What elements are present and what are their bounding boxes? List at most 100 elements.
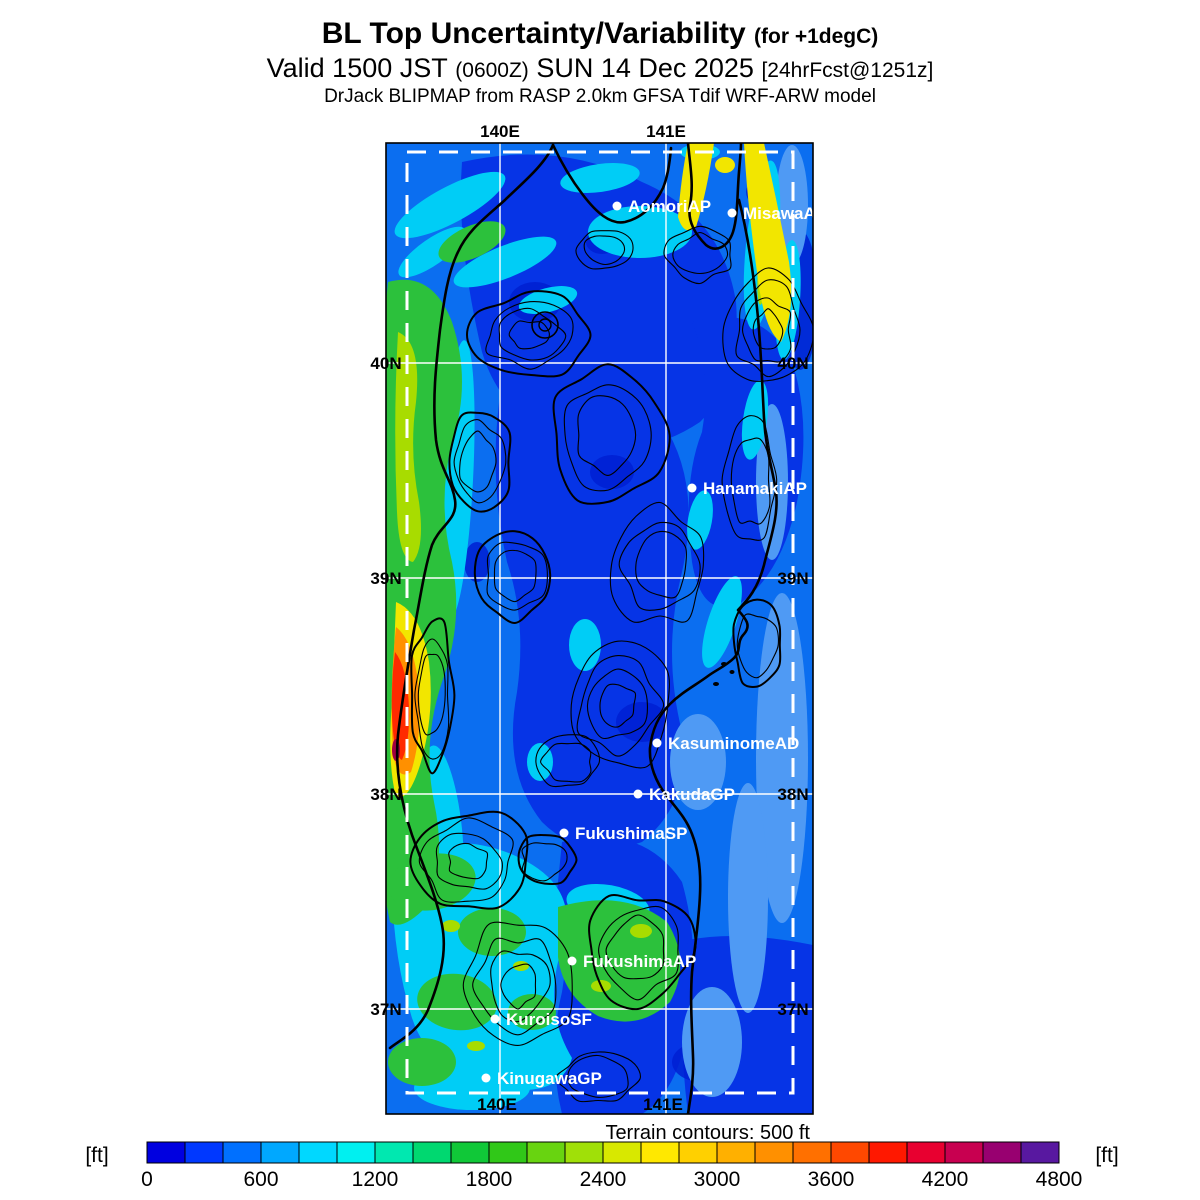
- colorbar-segment: [222, 1141, 262, 1164]
- contour-ring: [618, 521, 701, 611]
- colorbar-segment: [450, 1141, 490, 1164]
- contour-ring: [735, 279, 801, 378]
- contour-ring: [535, 734, 601, 788]
- station-KuroisoSF: KuroisoSF: [490, 1010, 592, 1029]
- contour-ring: [588, 894, 697, 1011]
- station-MisawaAD: MisawaAD: [727, 204, 828, 223]
- contour-ring: [605, 914, 665, 980]
- colorbar-tick-3000: 3000: [694, 1168, 741, 1191]
- contour-ring: [409, 810, 529, 910]
- colorbar-segment: [944, 1141, 984, 1164]
- lon-label-bottom-141E: 141E: [643, 1095, 683, 1114]
- contour-ring: [521, 842, 568, 882]
- lat-label-right-40N: 40N: [777, 354, 808, 373]
- station-dot: [633, 789, 643, 799]
- contour-ring: [552, 363, 671, 505]
- contour-ring: [567, 1054, 629, 1098]
- contour-ring: [473, 530, 552, 624]
- contour-ring: [498, 307, 567, 361]
- colorbar-segment: [716, 1141, 756, 1164]
- contour-ring: [730, 437, 771, 525]
- station-FukushimaSP: FukushimaSP: [559, 824, 687, 843]
- station-dot: [559, 828, 569, 838]
- contour-ring: [663, 225, 732, 285]
- colorbar-segment: [146, 1141, 186, 1164]
- valid-fcst: [24hrFcst@1251z]: [761, 59, 934, 82]
- colorbar-unit-left: [ft]: [85, 1144, 108, 1167]
- colorbar-segment: [526, 1141, 566, 1164]
- station-KasuminomeAD: KasuminomeAD: [652, 734, 799, 753]
- contour-ring: [741, 297, 792, 363]
- terrain-contours-note: Terrain contours: 500 ft: [605, 1122, 810, 1144]
- station-markers: AomoriAP MisawaAD HanamakiAP KasuminomeAD Ka…: [481, 197, 828, 1088]
- lat-label-right-39N: 39N: [777, 569, 808, 588]
- colorbar-segment: [678, 1141, 718, 1164]
- contour-ring: [448, 411, 512, 513]
- station-dot: [687, 483, 697, 493]
- colorbar-segment: [488, 1141, 528, 1164]
- colorbar-segment: [336, 1141, 376, 1164]
- contour-ring: [448, 842, 489, 880]
- colorbar-tick-2400: 2400: [580, 1168, 627, 1191]
- station-label: KinugawaGP: [497, 1069, 602, 1088]
- colorbar-segment: [374, 1141, 414, 1164]
- station-dot: [567, 956, 577, 966]
- contour-ring: [752, 308, 784, 350]
- contour-ring: [435, 832, 503, 890]
- contour-ring: [486, 541, 548, 611]
- lon-label-top-141E: 141E: [646, 122, 686, 141]
- contour-ring: [586, 668, 648, 740]
- coastal-islands: [713, 662, 735, 686]
- header: BL Top Uncertainty/Variability (for +1de…: [0, 0, 1200, 108]
- contour-ring: [493, 549, 537, 603]
- model-domain-boundary: [405, 150, 795, 1095]
- colorbar-tick-3600: 3600: [808, 1168, 855, 1191]
- contour-ring: [472, 937, 557, 1036]
- lon-label-top-140E: 140E: [480, 122, 520, 141]
- contour-ring: [570, 640, 670, 769]
- colorbar-segment: [792, 1141, 832, 1164]
- station-HanamakiAP: HanamakiAP: [687, 479, 807, 498]
- station-dot: [612, 201, 622, 211]
- station-dot: [481, 1073, 491, 1083]
- contour-ring: [736, 613, 779, 679]
- lat-label-right-37N: 37N: [777, 1000, 808, 1019]
- colorbar: 0 600 1200 1800 2400 3000 3600 4200 4800: [141, 1141, 1082, 1191]
- colorbar-segment: [564, 1141, 604, 1164]
- contour-ring: [417, 653, 446, 736]
- contour-ring: [598, 905, 679, 1001]
- contour-ring: [410, 617, 456, 775]
- contour-ring: [490, 950, 551, 1023]
- colorbar-segment: [412, 1141, 452, 1164]
- contour-ring: [414, 638, 450, 760]
- valid-utc: (0600Z): [455, 59, 529, 82]
- contour-ring: [575, 230, 634, 270]
- coastline: [388, 143, 778, 1114]
- contour-ring: [722, 267, 813, 382]
- station-AomoriAP: AomoriAP: [612, 197, 711, 216]
- contour-ring: [555, 1051, 642, 1103]
- colorbar-tick-1200: 1200: [352, 1168, 399, 1191]
- valid-date: SUN 14 Dec 2025: [536, 53, 754, 83]
- colorbar-segment: [640, 1141, 680, 1164]
- station-label: KakudaGP: [649, 785, 735, 804]
- station-label: FukushimaAP: [583, 952, 696, 971]
- contour-ring: [418, 817, 514, 903]
- contour-ring: [635, 530, 688, 599]
- colorbar-segment: [298, 1141, 338, 1164]
- colorbar-segment: [982, 1141, 1022, 1164]
- map-frame: [385, 142, 814, 1115]
- terrain-contours: [409, 225, 813, 1103]
- colorbar-segment: [868, 1141, 908, 1164]
- colorbar-tick-0: 0: [141, 1168, 153, 1191]
- contour-ring: [465, 290, 592, 378]
- colorbar-segment: [830, 1141, 870, 1164]
- contour-ring: [732, 598, 782, 688]
- contour-ring: [672, 231, 729, 275]
- colorbar-tick-600: 600: [243, 1168, 278, 1191]
- colorbar-segment: [602, 1141, 642, 1164]
- contour-ring: [462, 921, 573, 1046]
- station-KakudaGP: KakudaGP: [633, 785, 735, 804]
